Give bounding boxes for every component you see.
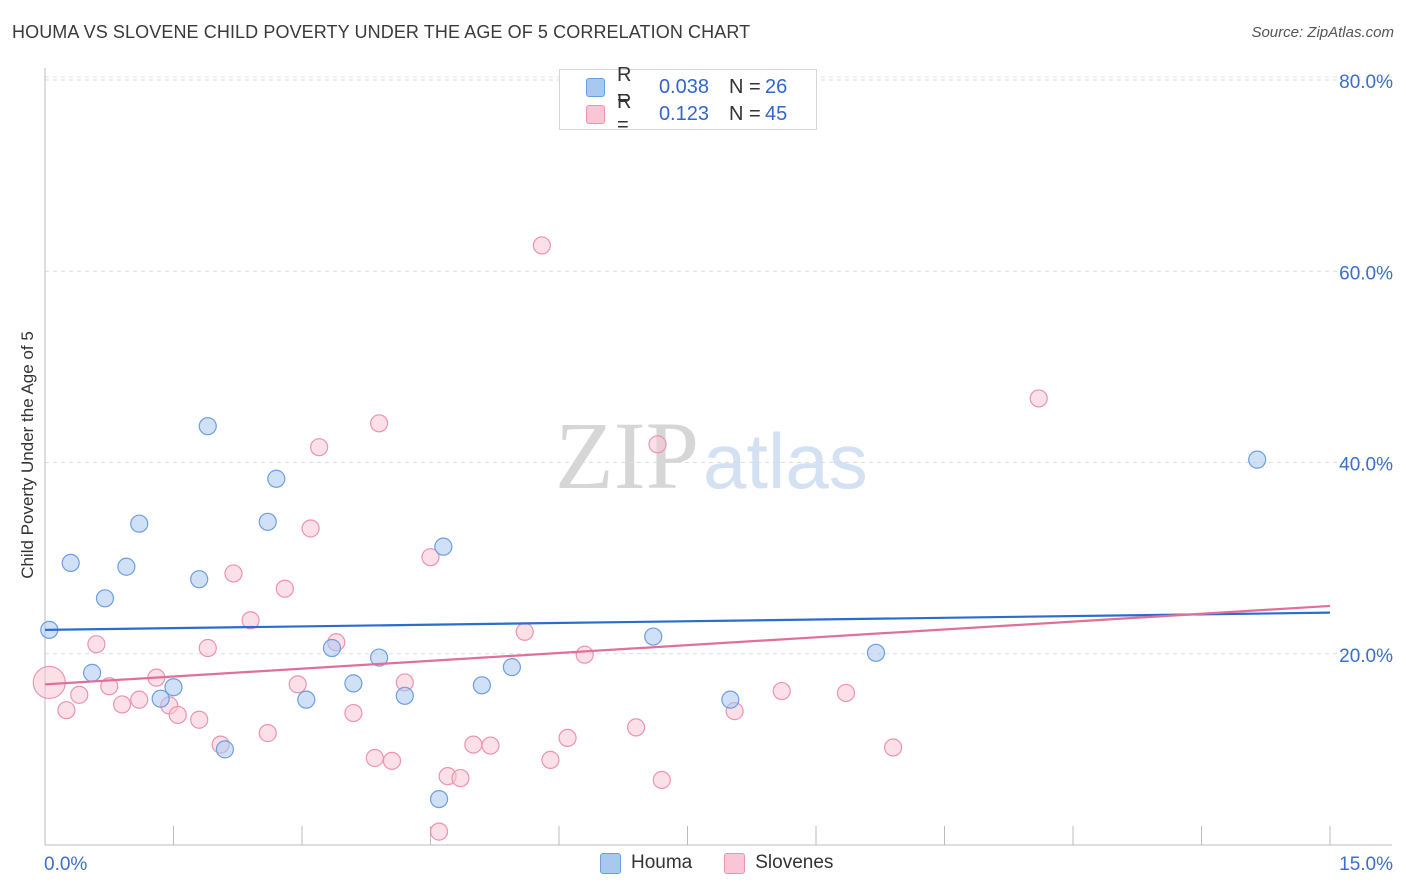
point-houma xyxy=(429,789,449,809)
series-legend-slovenes[interactable]: Slovenes xyxy=(724,852,833,874)
y-tick-label: 80.0% xyxy=(1339,72,1393,93)
legend-row-slovenes: R = 0.123 N = 45 xyxy=(586,91,788,136)
point-houma xyxy=(267,469,286,488)
y-tick-label: 40.0% xyxy=(1339,455,1393,476)
legend-n-label: N = xyxy=(729,75,761,98)
x-tick-label: 0.0% xyxy=(44,854,87,875)
legend-n-value: 45 xyxy=(765,102,788,125)
point-slovenes xyxy=(198,638,217,658)
point-slovenes xyxy=(648,435,667,454)
point-houma xyxy=(130,514,149,533)
watermark-atlas: atlas xyxy=(703,417,868,505)
y-tick-label: 20.0% xyxy=(1339,646,1393,667)
trendline-houma xyxy=(44,611,1331,631)
point-houma xyxy=(190,570,209,589)
point-slovenes xyxy=(112,695,132,714)
point-slovenes xyxy=(275,579,294,598)
point-houma xyxy=(644,627,663,646)
series-swatch-slovenes xyxy=(724,852,746,874)
legend-r-label: R = xyxy=(617,91,632,136)
point-slovenes xyxy=(288,675,307,694)
point-slovenes xyxy=(772,681,791,701)
point-houma xyxy=(164,678,183,697)
point-slovenes xyxy=(883,738,903,757)
point-slovenes xyxy=(130,690,149,709)
point-slovenes xyxy=(70,685,89,704)
point-houma xyxy=(151,689,170,708)
point-houma xyxy=(83,663,102,682)
point-slovenes xyxy=(57,701,76,720)
point-slovenes xyxy=(370,414,389,433)
point-houma xyxy=(502,658,521,677)
x-tick-label: 15.0% xyxy=(1339,854,1393,875)
y-tick-label: 60.0% xyxy=(1339,263,1393,284)
point-houma xyxy=(297,690,316,709)
point-houma xyxy=(1248,450,1267,469)
stats-legend: R = 0.038 N = 26 R = 0.123 N = 45 xyxy=(559,64,817,136)
point-houma xyxy=(117,557,136,576)
point-houma xyxy=(721,690,740,709)
trendline-slovenes xyxy=(44,604,1331,686)
point-slovenes xyxy=(241,611,260,630)
series-swatch-houma xyxy=(600,852,621,874)
point-slovenes xyxy=(382,751,402,770)
watermark: ZIPatlas xyxy=(555,400,868,511)
point-houma xyxy=(395,686,414,705)
point-slovenes xyxy=(541,750,560,769)
point-slovenes xyxy=(515,622,534,641)
series-legend: Houma Slovenes xyxy=(600,852,865,874)
legend-row-houma: R = 0.038 N = 26 xyxy=(586,64,788,109)
watermark-zip: ZIP xyxy=(555,402,699,509)
point-slovenes xyxy=(87,635,106,654)
point-slovenes xyxy=(310,438,329,457)
point-houma xyxy=(61,553,80,573)
point-houma xyxy=(866,643,886,662)
point-slovenes xyxy=(168,705,187,725)
series-label-houma: Houma xyxy=(631,852,693,873)
point-houma xyxy=(344,674,363,693)
legend-n-value: 26 xyxy=(765,75,788,98)
point-slovenes xyxy=(365,748,384,768)
legend-r-value: 0.038 xyxy=(658,75,709,98)
point-slovenes xyxy=(344,703,363,723)
point-slovenes xyxy=(301,519,320,538)
series-legend-houma[interactable]: Houma xyxy=(600,852,692,874)
point-slovenes xyxy=(464,735,483,754)
point-slovenes xyxy=(190,710,209,729)
point-slovenes xyxy=(421,548,440,567)
point-houma xyxy=(198,417,217,436)
legend-swatch-houma xyxy=(586,77,605,97)
point-houma xyxy=(215,740,234,759)
point-houma xyxy=(322,638,342,658)
chart-title: HOUMA VS SLOVENE CHILD POVERTY UNDER THE… xyxy=(12,22,751,42)
point-slovenes xyxy=(258,724,277,743)
legend-r-value: 0.123 xyxy=(658,102,709,125)
point-slovenes xyxy=(1029,389,1048,408)
legend-swatch-slovenes xyxy=(586,104,605,124)
point-houma xyxy=(434,537,453,556)
point-slovenes xyxy=(626,718,646,737)
point-slovenes xyxy=(532,236,551,255)
point-slovenes xyxy=(224,564,243,583)
point-houma xyxy=(95,589,115,608)
point-slovenes xyxy=(481,736,500,755)
point-houma xyxy=(370,648,389,667)
point-slovenes xyxy=(429,822,449,841)
point-slovenes xyxy=(100,677,119,696)
point-slovenes xyxy=(836,683,856,703)
legend-n-label: N = xyxy=(729,102,761,125)
point-houma xyxy=(258,512,277,531)
legend-r-label: R = xyxy=(617,64,632,109)
point-slovenes xyxy=(652,770,671,790)
point-houma xyxy=(472,676,491,695)
series-label-slovenes: Slovenes xyxy=(755,852,834,873)
point-slovenes xyxy=(451,768,470,788)
point-slovenes xyxy=(575,645,594,664)
point-slovenes xyxy=(558,728,577,748)
source-credit: Source: ZipAtlas.com xyxy=(1251,24,1394,41)
